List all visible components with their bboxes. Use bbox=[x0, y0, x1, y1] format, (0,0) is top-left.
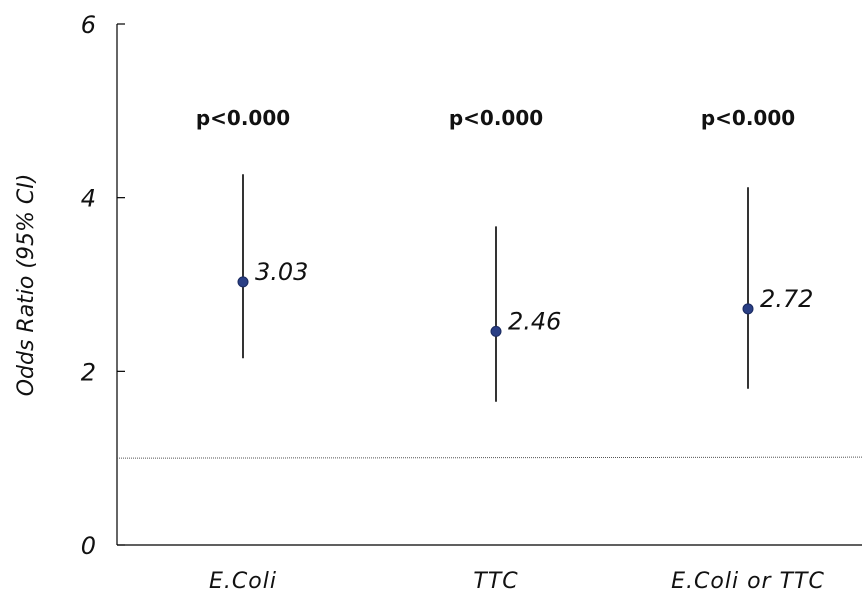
reference-line bbox=[116, 456, 862, 459]
value-label: 2.46 bbox=[508, 307, 561, 335]
x-category-label: TTC bbox=[473, 569, 518, 594]
y-tick-label-0: 0 bbox=[81, 532, 96, 560]
y-ticks: 0 2 4 6 bbox=[81, 11, 125, 560]
data-point bbox=[742, 303, 754, 315]
x-category-label: E.Coli bbox=[209, 569, 277, 594]
value-label: 2.72 bbox=[760, 285, 813, 313]
y-tick-label-6: 6 bbox=[81, 11, 96, 39]
data-point bbox=[237, 276, 249, 288]
y-tick-label-4: 4 bbox=[81, 185, 96, 213]
y-tick-label-2: 2 bbox=[81, 358, 96, 386]
p-value-label: p<0.000 bbox=[449, 106, 543, 130]
chart-marks: p<0.000 3.03 E.Coli p<0.000 2.46 TTC p<0.000 2.… bbox=[196, 106, 825, 594]
p-value-label: p<0.000 bbox=[196, 106, 290, 130]
data-point bbox=[490, 325, 502, 337]
value-label: 3.03 bbox=[255, 258, 308, 286]
p-value-label: p<0.000 bbox=[701, 106, 795, 130]
y-axis-label: Odds Ratio (95% CI) bbox=[14, 174, 39, 397]
x-category-label: E.Coli or TTC bbox=[671, 569, 825, 594]
